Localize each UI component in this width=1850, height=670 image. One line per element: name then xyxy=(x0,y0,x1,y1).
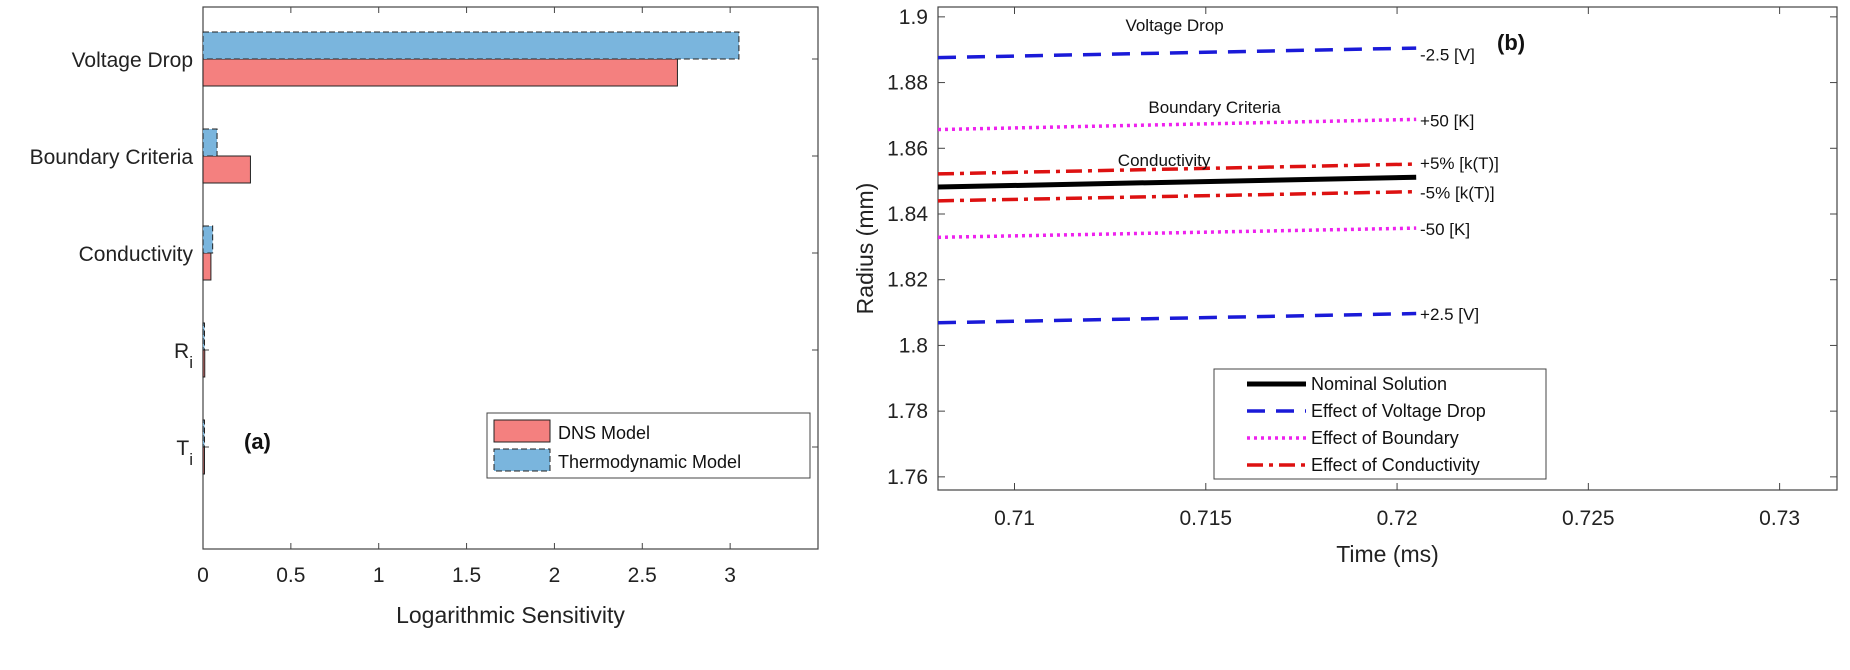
series-line xyxy=(937,117,1417,132)
x-tick-label: 0.71 xyxy=(994,507,1035,530)
y-tick-label: 1.76 xyxy=(887,466,928,489)
bar-thermodynamic-model xyxy=(202,31,740,60)
legend-label-thermodynamic: Thermodynamic Model xyxy=(558,452,741,472)
y-tick-label: 1.84 xyxy=(887,203,928,226)
annotation-label: -5% [k(T)] xyxy=(1420,184,1495,203)
x-tick-label: 0.72 xyxy=(1377,507,1418,530)
series-line xyxy=(937,189,1417,203)
x-tick-label: 2 xyxy=(549,564,561,587)
y-tick-label: 1.82 xyxy=(887,269,928,292)
bar-thermodynamic-model xyxy=(202,322,205,351)
annotation-label: -50 [K] xyxy=(1420,220,1470,239)
legend-label-dns: DNS Model xyxy=(558,423,650,443)
series-line xyxy=(937,46,1417,60)
panel-label: (a) xyxy=(244,429,271,454)
x-tick-label: 0.715 xyxy=(1180,507,1233,530)
x-axis-label: Logarithmic Sensitivity xyxy=(396,602,625,628)
legend-swatch-dns xyxy=(493,419,551,443)
legend-label: Nominal Solution xyxy=(1311,374,1447,394)
x-tick-label: 0 xyxy=(197,564,209,587)
panel-label: (b) xyxy=(1497,30,1525,55)
annotation-label: -2.5 [V] xyxy=(1420,46,1475,65)
bar-dns-model xyxy=(202,446,205,475)
y-tick-label: 1.9 xyxy=(899,6,928,29)
category-label: Conductivity xyxy=(79,243,194,266)
x-tick-label: 0.73 xyxy=(1759,507,1800,530)
bar-dns-model xyxy=(202,155,251,184)
bar-thermodynamic-model xyxy=(202,419,205,448)
bar-dns-model xyxy=(202,58,678,87)
x-tick-label: 1.5 xyxy=(452,564,481,587)
annotation-label: Boundary Criteria xyxy=(1148,98,1281,117)
annotation-label: +5% [k(T)] xyxy=(1420,154,1499,173)
y-tick-label: 1.78 xyxy=(887,400,928,423)
legend-box xyxy=(1213,368,1547,480)
x-tick-label: 1 xyxy=(373,564,385,587)
legend-label: Effect of Conductivity xyxy=(1311,455,1480,475)
x-tick-label: 0.5 xyxy=(276,564,305,587)
x-tick-label: 0.725 xyxy=(1562,507,1615,530)
annotation-label: Conductivity xyxy=(1118,151,1211,170)
annotation-label: Voltage Drop xyxy=(1125,16,1223,35)
bar-thermodynamic-model xyxy=(202,128,218,157)
annotation-label: +2.5 [V] xyxy=(1420,305,1479,324)
bar-thermodynamic-model xyxy=(202,225,214,254)
panel-a-bar-chart: 0 0.5 1 1.5 2 2.5 3 Voltage Drop Boundary Criter… xyxy=(30,6,819,628)
legend-label: Effect of Voltage Drop xyxy=(1311,401,1486,421)
category-label: Voltage Drop xyxy=(72,49,193,72)
x-tick-label: 2.5 xyxy=(628,564,657,587)
series-line xyxy=(937,226,1417,240)
category-label: Ti xyxy=(176,437,193,469)
panel-b-line-chart: 0.71 0.715 0.72 0.725 0.73 1.76 1.78 1.8 1.82 1.8… xyxy=(852,6,1838,567)
series-line xyxy=(937,174,1417,190)
bar-dns-model xyxy=(202,349,206,378)
annotation-label: +50 [K] xyxy=(1420,111,1474,130)
x-tick-label: 3 xyxy=(724,564,736,587)
y-tick-label: 1.8 xyxy=(899,334,928,357)
series-line xyxy=(937,311,1417,325)
y-tick-label: 1.88 xyxy=(887,72,928,95)
bar-dns-model xyxy=(202,252,212,281)
category-label: Boundary Criteria xyxy=(30,146,194,169)
series-line xyxy=(937,162,1417,176)
category-label: Ri xyxy=(174,340,193,372)
y-axis-label: Radius (mm) xyxy=(852,183,878,315)
x-axis-label: Time (ms) xyxy=(1336,541,1439,567)
y-tick-label: 1.86 xyxy=(887,137,928,160)
legend-swatch-thermodynamic xyxy=(493,448,551,472)
legend-label: Effect of Boundary xyxy=(1311,428,1459,448)
